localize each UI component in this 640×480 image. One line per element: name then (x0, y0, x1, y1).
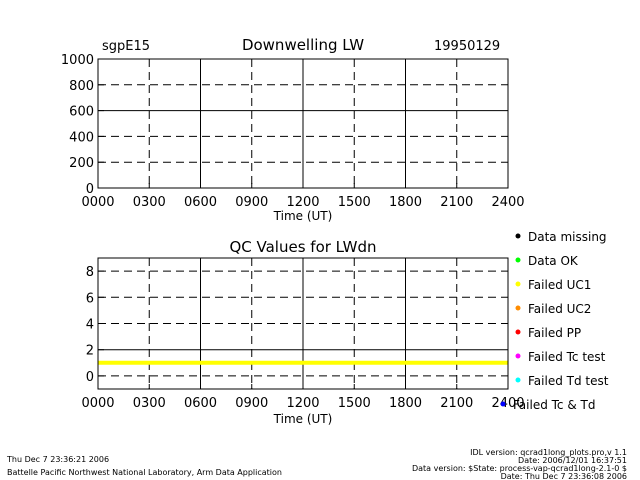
x-tick-label: 0900 (235, 396, 268, 411)
x-tick-label: 0300 (133, 396, 166, 411)
y-tick-label: 8 (86, 265, 94, 280)
y-tick-label: 0 (86, 182, 94, 197)
legend-label: Data missing (528, 230, 607, 244)
x-axis-label: Time (UT) (273, 412, 333, 426)
y-tick-label: 200 (69, 156, 94, 171)
y-tick-label: 400 (69, 130, 94, 145)
legend-label: Failed UC1 (528, 278, 591, 292)
x-tick-label: 0000 (81, 396, 114, 411)
x-tick-label: 1200 (286, 195, 319, 210)
x-tick-label: 1500 (338, 195, 371, 210)
legend-label: Failed UC2 (528, 302, 591, 316)
legend-marker (515, 305, 521, 311)
y-tick-label: 600 (69, 105, 94, 120)
y-tick-label: 4 (86, 318, 94, 333)
x-tick-label: 2100 (440, 195, 473, 210)
x-tick-label: 1500 (338, 396, 371, 411)
x-tick-label: 1200 (286, 396, 319, 411)
y-tick-label: 0 (86, 370, 94, 385)
x-tick-label: 0900 (235, 195, 268, 210)
footer-lab: Battelle Pacific Northwest National Labo… (7, 468, 282, 477)
footer-idl-version: IDL version: qcrad1long_plots.pro,v 1.1 (470, 448, 627, 457)
footer-date2: Date: Thu Dec 7 23:36:08 2006 (501, 472, 627, 480)
legend-marker (500, 401, 506, 407)
date-label: 19950129 (434, 39, 500, 54)
y-tick-label: 800 (69, 79, 94, 94)
legend-label: Failed Tc & Td (513, 398, 595, 412)
legend-marker (515, 329, 521, 335)
legend: Data missing Data OK Failed UC1 Failed UC2 F… (500, 230, 609, 412)
y-tick-label: 2 (86, 344, 94, 359)
legend-label: Data OK (528, 254, 579, 268)
x-tick-label: 2100 (440, 396, 473, 411)
x-tick-label: 2400 (491, 396, 524, 411)
x-tick-label: 1800 (389, 195, 422, 210)
chart-title: Downwelling LW (242, 36, 364, 54)
chart-title: QC Values for LWdn (229, 238, 376, 256)
legend-label: Failed PP (528, 326, 581, 340)
legend-marker (515, 377, 521, 383)
legend-marker (515, 233, 521, 239)
x-tick-label: 0600 (184, 195, 217, 210)
site-label: sgpE15 (102, 39, 150, 54)
legend-marker (515, 257, 521, 263)
footer-timestamp: Thu Dec 7 23:36:21 2006 (6, 455, 109, 464)
y-tick-label: 1000 (61, 53, 94, 68)
footer-date: Date: 2006/12/01 16:37:51 (518, 456, 627, 465)
x-tick-label: 0600 (184, 396, 217, 411)
x-tick-label: 0300 (133, 195, 166, 210)
legend-marker (515, 281, 521, 287)
y-tick-label: 6 (86, 291, 94, 306)
x-tick-label: 0000 (81, 195, 114, 210)
legend-label: Failed Td test (528, 374, 609, 388)
x-tick-label: 1800 (389, 396, 422, 411)
x-axis-label: Time (UT) (273, 209, 333, 223)
footer-data-version: Data version: $State: process-vap-qcrad1… (412, 464, 627, 473)
legend-marker (515, 353, 521, 359)
qc-values-chart: QC Values for LWdn 0000 0300 0600 0900 1200 15… (81, 238, 524, 426)
x-tick-label: 2400 (491, 195, 524, 210)
legend-label: Failed Tc test (528, 350, 606, 364)
